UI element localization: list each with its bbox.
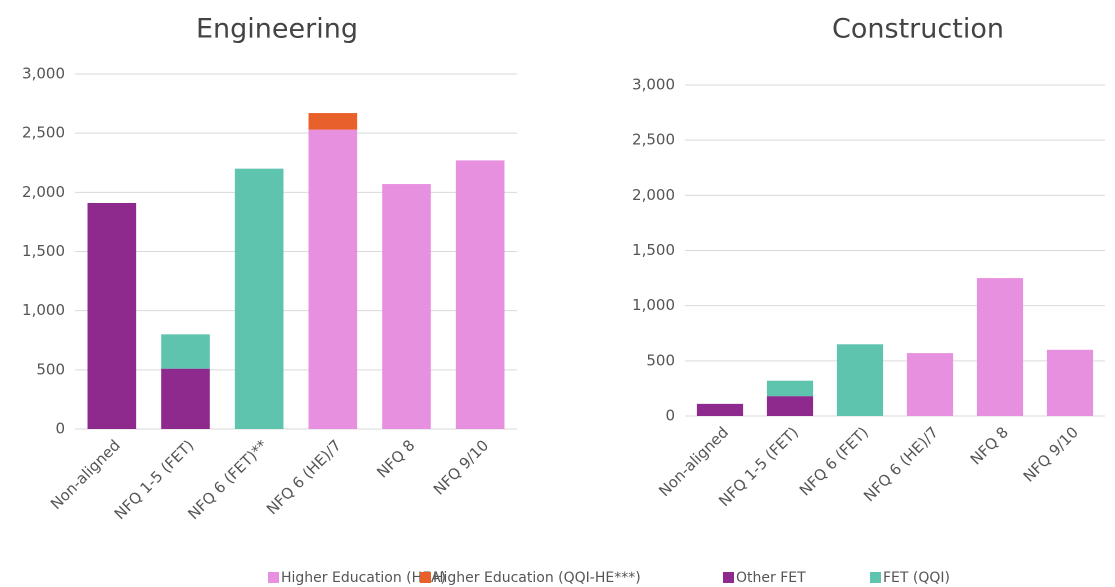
legend-label: Higher Education (QQI-HE***) — [433, 570, 641, 586]
legend-label: Higher Education (HEA) — [281, 570, 446, 586]
x-tick-label: NFQ 8 — [967, 423, 1012, 468]
y-tick-label: 1,500 — [22, 242, 65, 260]
legend-swatch — [268, 572, 279, 583]
y-tick-label: 500 — [36, 360, 65, 378]
bar-segment — [234, 168, 284, 429]
y-tick-label: 3,000 — [22, 65, 65, 83]
bar-segment — [308, 129, 358, 429]
bar-segment — [906, 353, 954, 416]
x-tick-label: NFQ 6 (HE)/7 — [860, 423, 942, 505]
bar-segment — [308, 113, 358, 130]
bar-segment — [766, 396, 814, 416]
legend-label: Other FET — [736, 570, 806, 586]
chart-title: Construction — [832, 14, 1004, 45]
bar-segment — [1046, 349, 1094, 416]
y-tick-label: 1,000 — [22, 301, 65, 319]
bar-segment — [976, 278, 1024, 416]
y-tick-label: 2,000 — [22, 183, 65, 201]
y-tick-label: 500 — [646, 351, 675, 369]
bar-segment — [696, 403, 744, 416]
y-tick-label: 2,500 — [632, 131, 675, 149]
legend-swatch — [420, 572, 431, 583]
x-tick-label: Non-aligned — [655, 423, 732, 500]
bar-segment — [161, 334, 210, 369]
legend-swatch — [870, 572, 881, 583]
y-tick-label: 2,500 — [22, 124, 65, 142]
x-tick-label: NFQ 8 — [373, 436, 418, 481]
x-tick-label: Non-aligned — [47, 436, 124, 513]
bar-segment — [87, 202, 137, 429]
y-tick-label: 1,500 — [632, 241, 675, 259]
y-tick-label: 0 — [55, 420, 65, 438]
y-tick-label: 2,000 — [632, 186, 675, 204]
x-tick-label: NFQ 9/10 — [1020, 423, 1082, 485]
x-tick-label: NFQ 6 (FET) — [796, 423, 872, 499]
bar-segment — [382, 184, 431, 429]
x-tick-label: NFQ 6 (HE)/7 — [263, 436, 345, 518]
bar-segment — [161, 368, 210, 429]
legend-label: FET (QQI) — [883, 570, 950, 586]
bar-segment — [766, 380, 814, 397]
bar-segment — [836, 344, 884, 416]
y-tick-label: 0 — [665, 407, 675, 425]
legend-swatch — [723, 572, 734, 583]
bar-segment — [455, 160, 505, 429]
y-tick-label: 1,000 — [632, 296, 675, 314]
x-tick-label: NFQ 9/10 — [430, 436, 492, 498]
y-tick-label: 3,000 — [632, 76, 675, 94]
chart-title: Engineering — [196, 14, 358, 45]
